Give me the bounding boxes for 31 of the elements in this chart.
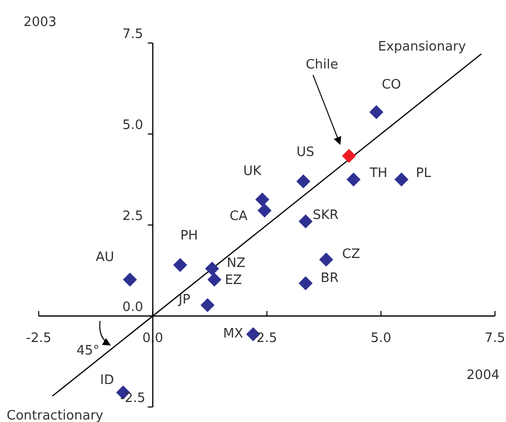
x-axis-title: 2004 — [466, 368, 500, 383]
annotation: PH — [180, 228, 198, 244]
y-tick-label: 0.0 — [122, 300, 144, 315]
annotation: AU — [96, 250, 114, 266]
annotation: CA — [230, 208, 248, 224]
annotation: ID — [100, 372, 114, 388]
annotation: EZ — [224, 273, 242, 288]
x-tick-label: -2.5 — [26, 331, 52, 346]
annotation: MX — [223, 326, 244, 342]
annotation: SKR — [312, 208, 339, 223]
annotation: NZ — [226, 256, 246, 272]
text: Contractionary — [6, 408, 104, 422]
y-tick-label: 7.5 — [122, 27, 144, 42]
y-tick-label: 5.0 — [122, 118, 144, 133]
annotation: CO — [382, 78, 402, 93]
annotation: TH — [368, 166, 388, 182]
annotation: Chile — [306, 58, 338, 73]
x-tick-label: 2.5 — [256, 331, 278, 346]
annotation: CZ — [342, 247, 360, 262]
x-tick-label: 7.5 — [484, 331, 506, 346]
annotation: Expansionary — [378, 40, 466, 55]
annotation: UK — [243, 164, 262, 180]
annotation: 45° — [76, 344, 100, 359]
x-tick-label: 5.0 — [370, 331, 392, 346]
annotation: BR — [320, 270, 339, 286]
y-axis-title: 2003 — [23, 15, 57, 30]
annotation: PL — [416, 166, 432, 182]
y-tick-label: 2.5 — [122, 209, 144, 224]
y-tick-label: -2.5 — [120, 391, 146, 406]
annotation: JP — [178, 292, 191, 308]
annotation: US — [296, 144, 314, 160]
